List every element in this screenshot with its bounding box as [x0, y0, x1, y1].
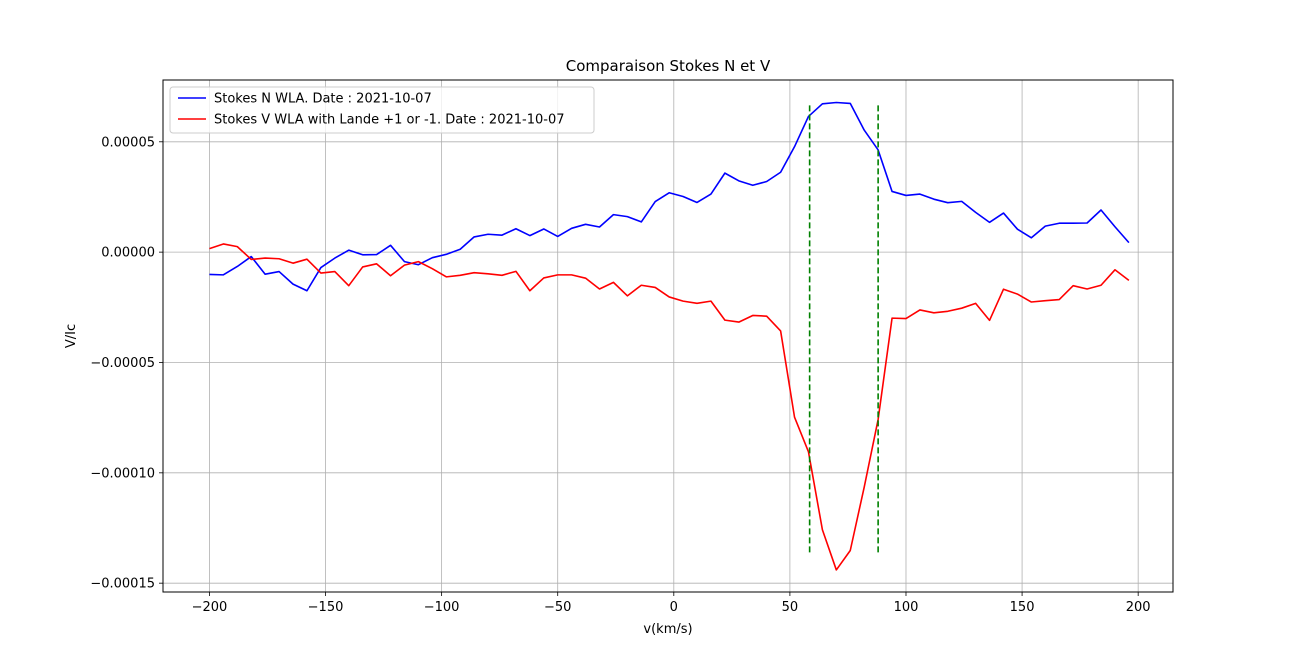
- plot-area: [209, 101, 1130, 571]
- series-line-1: [209, 101, 1130, 292]
- x-tick-label: 200: [1126, 600, 1151, 615]
- y-tick-label: −0.00010: [90, 466, 155, 481]
- legend-box: [169, 86, 595, 134]
- y-tick-label: −0.00005: [90, 356, 155, 371]
- legend-label-2: Stokes V WLA with Lande +1 or -1. Date :…: [214, 113, 564, 128]
- chart-title: Comparaison Stokes N et V: [566, 57, 771, 75]
- x-axis-ticks: −200 −150 −100 −50 0 50 100 150 200: [192, 592, 1151, 615]
- x-tick-label: 100: [894, 600, 919, 615]
- y-tick-label: −0.00015: [90, 577, 155, 592]
- series-line-2: [209, 243, 1130, 571]
- x-axis-label: v(km/s): [643, 622, 692, 637]
- x-tick-label: 0: [670, 600, 678, 615]
- x-tick-label: −200: [192, 600, 228, 615]
- x-tick-label: −50: [544, 600, 571, 615]
- x-tick-label: 150: [1010, 600, 1035, 615]
- plot-frame: [162, 79, 1174, 593]
- grid-lines: [163, 80, 1173, 592]
- x-tick-label: 50: [782, 600, 799, 615]
- x-tick-label: −100: [424, 600, 460, 615]
- x-tick-label: −150: [308, 600, 344, 615]
- y-tick-label: 0.00000: [101, 246, 155, 261]
- legend-label-1: Stokes N WLA. Date : 2021-10-07: [214, 92, 432, 107]
- y-axis-label: V/Ic: [64, 324, 79, 348]
- legend: Stokes N WLA. Date : 2021-10-07 Stokes V …: [169, 86, 595, 134]
- y-axis-ticks: 0.00005 0.00000 −0.00005 −0.00010 −0.00015: [90, 135, 163, 592]
- y-tick-label: 0.00005: [101, 135, 155, 150]
